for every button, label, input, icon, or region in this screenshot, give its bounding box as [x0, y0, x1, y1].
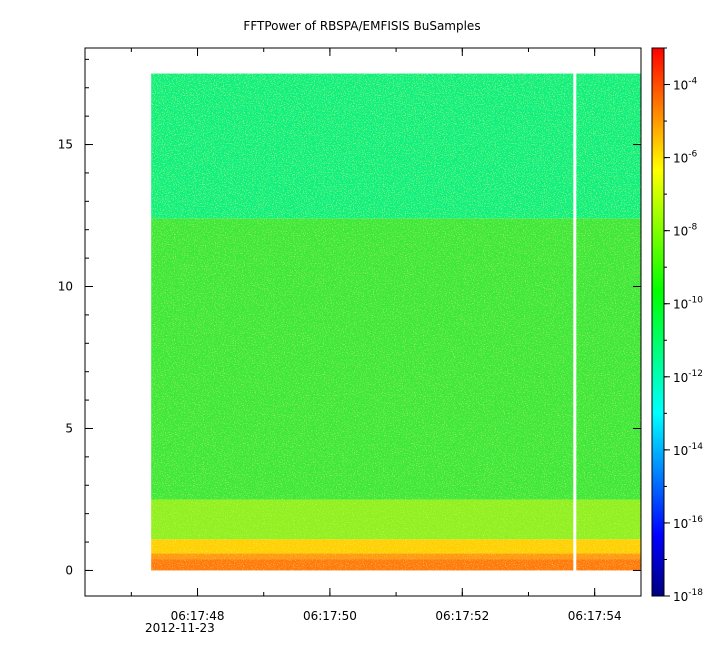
spectrogram-band — [151, 218, 641, 500]
colorbar-tick-label: 10-8 — [673, 223, 698, 239]
colorbar-tick-label: 10-6 — [673, 150, 698, 166]
colorbar-tick-label: 10-16 — [673, 515, 703, 531]
spectrogram-band — [151, 559, 641, 571]
spectrogram-band — [151, 553, 641, 560]
colorbar-tick-label: 10-4 — [673, 77, 698, 93]
x-axis: 06:17:48 06:17:50 06:17:52 06:17:54 — [130, 48, 622, 623]
y-tick-label: 15 — [58, 138, 73, 152]
colorbar-tick-label: 10-18 — [673, 588, 703, 604]
y-axis: 0 5 10 15 — [58, 58, 641, 577]
colorbar-tick-label: 10-10 — [673, 296, 703, 312]
y-tick-label: 0 — [65, 563, 73, 577]
chart-title: FFTPower of RBSPA/EMFISIS BuSamples — [243, 19, 480, 33]
x-date-label: 2012-11-23 — [145, 621, 215, 635]
colorbar-tick-label: 10-12 — [673, 369, 703, 385]
x-tick-label: 06:17:50 — [303, 609, 357, 623]
spectrogram-heatmap — [151, 73, 641, 571]
x-tick-label: 06:17:48 — [171, 609, 225, 623]
data-gap — [573, 73, 577, 571]
colorbar-gradient — [651, 47, 665, 597]
plot-frame — [84, 47, 642, 597]
colorbar: 10-18 10-16 10-14 10-12 10-10 10-8 10-6 10-4 — [651, 47, 703, 604]
spectrogram-band — [151, 539, 641, 554]
spectrogram-band — [151, 73, 641, 219]
y-tick-label: 10 — [58, 280, 73, 294]
x-tick-label: 06:17:52 — [435, 609, 489, 623]
colorbar-ticks: 10-18 10-16 10-14 10-12 10-10 10-8 10-6 10-4 — [664, 47, 703, 604]
y-tick-label: 5 — [65, 421, 73, 435]
colorbar-tick-label: 10-14 — [673, 442, 703, 458]
x-tick-label: 06:17:54 — [568, 609, 622, 623]
spectrogram-band — [151, 499, 641, 540]
